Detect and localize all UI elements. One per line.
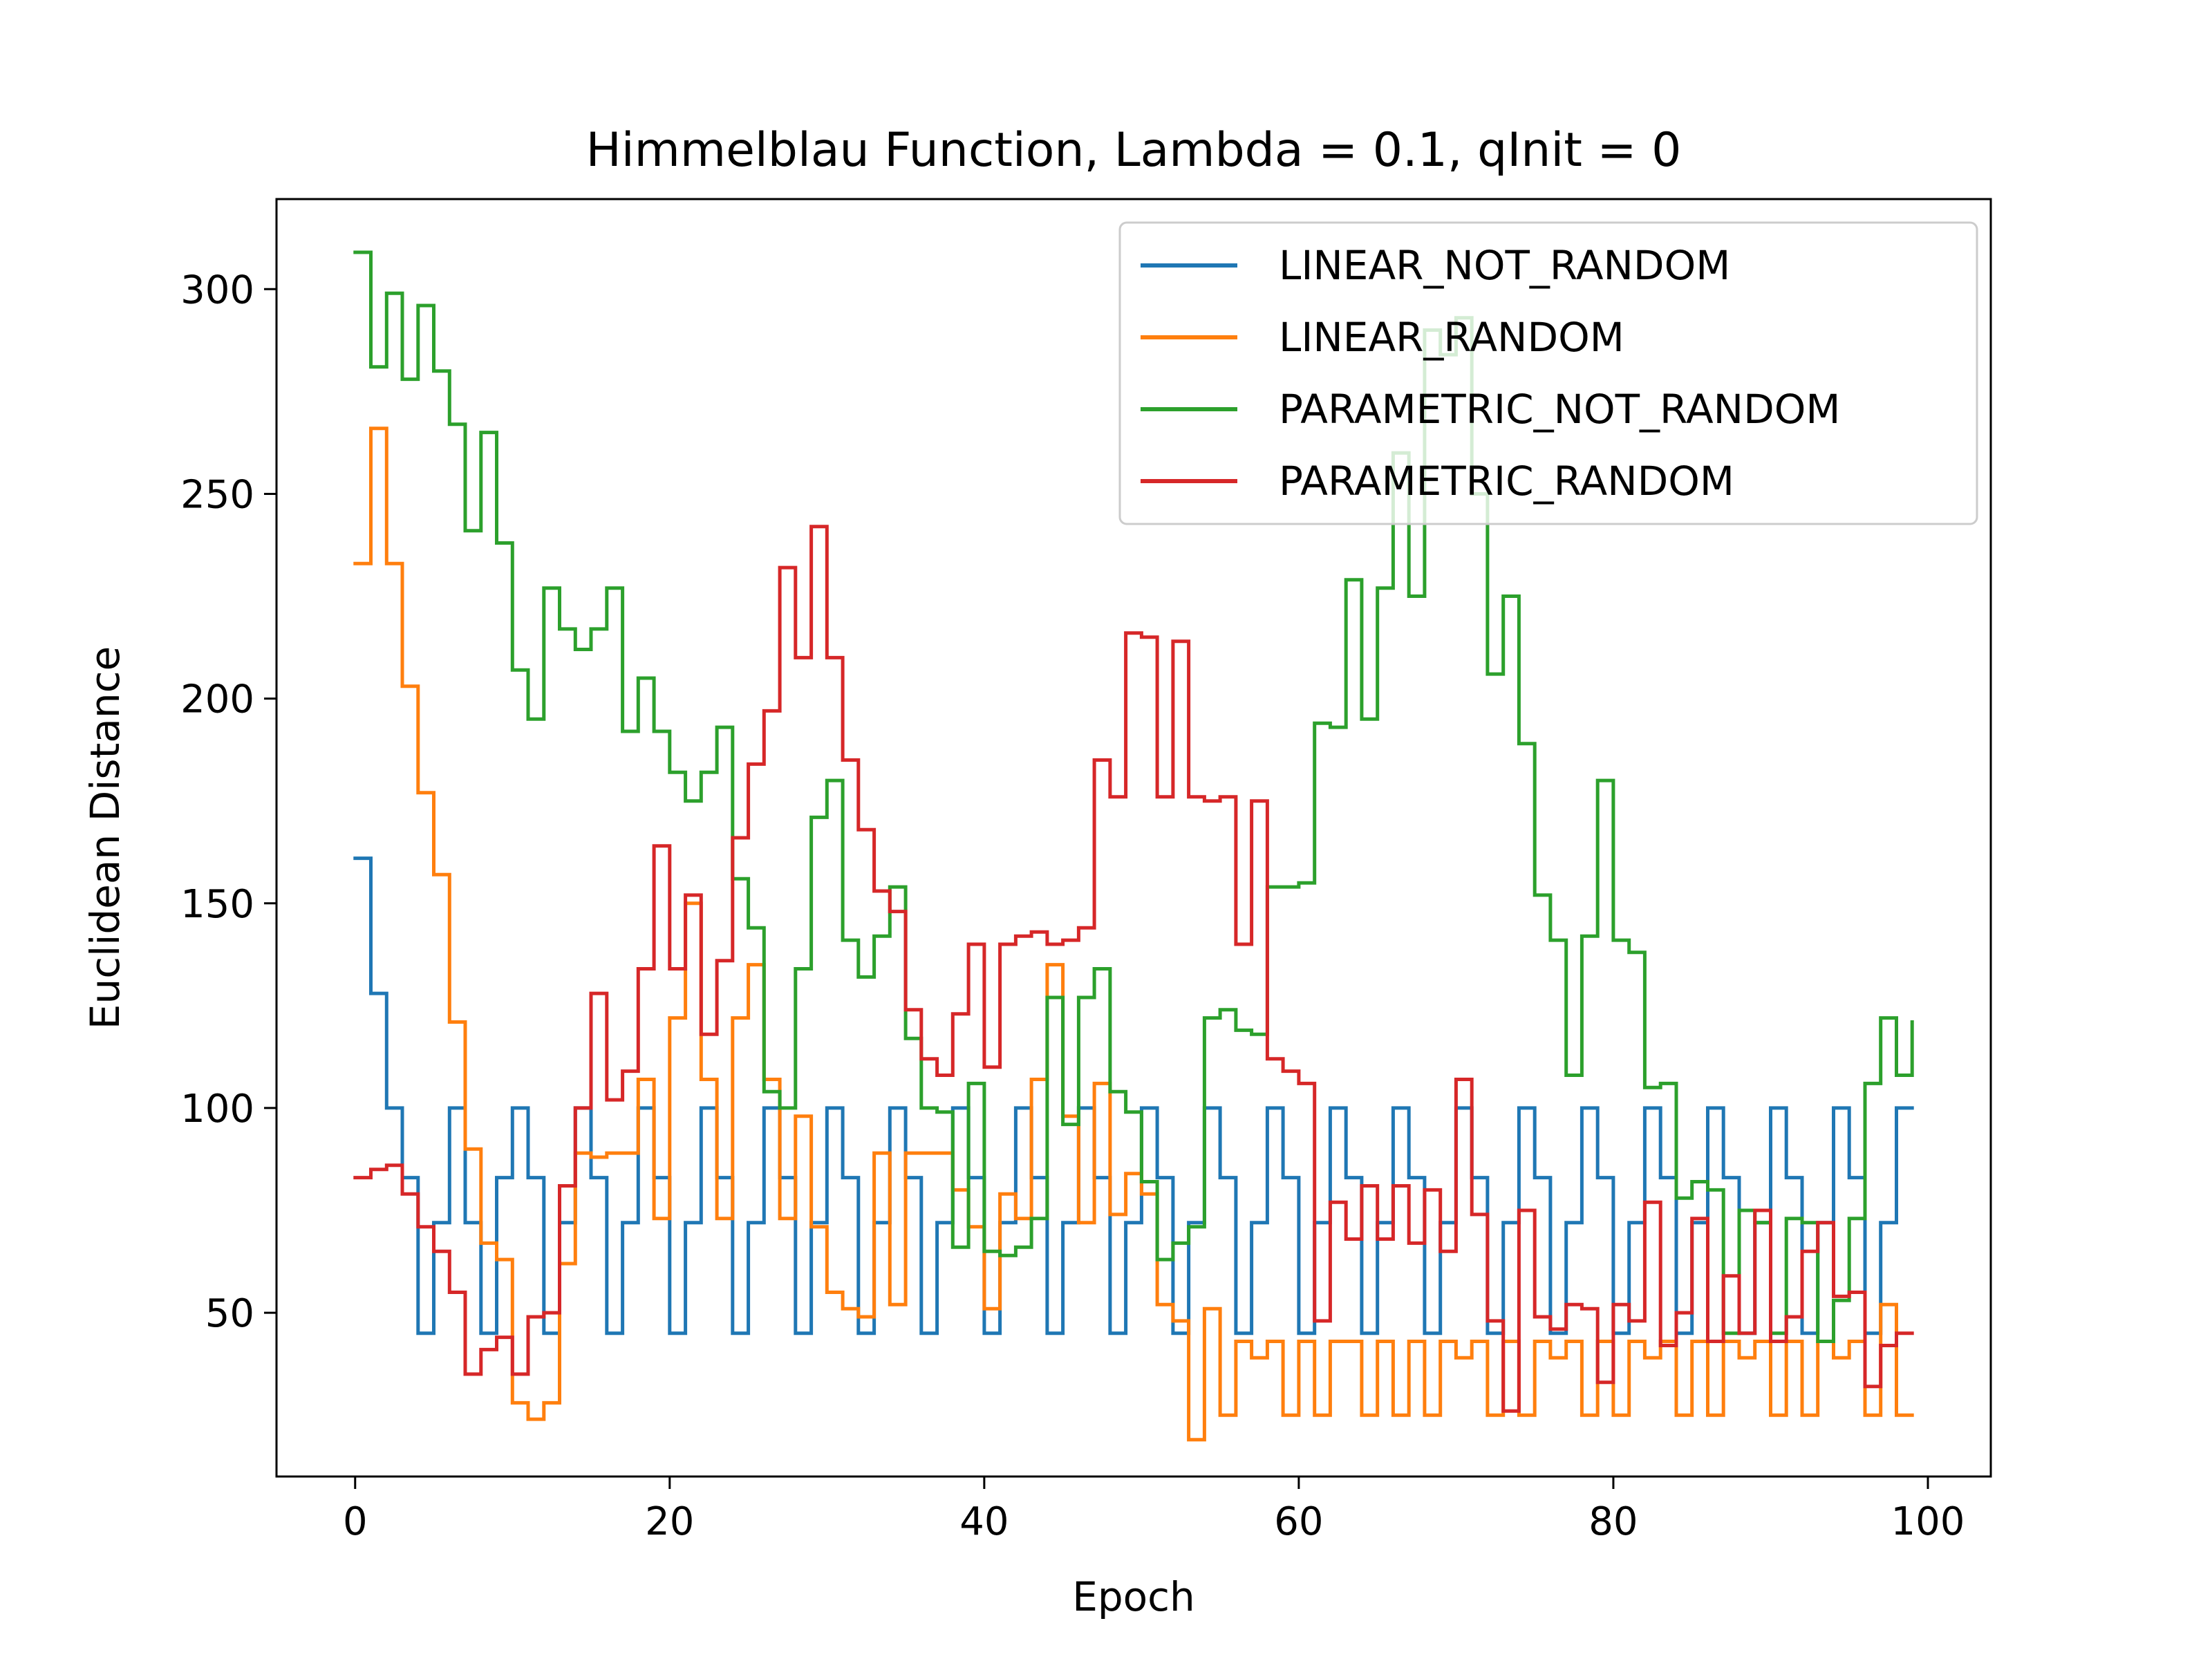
legend: LINEAR_NOT_RANDOM LINEAR_RANDOM PARAMETRIC… xyxy=(1118,221,1978,525)
y-axis: 50 100 150 200 250 300 xyxy=(180,268,276,1336)
axes-frame xyxy=(275,198,1992,1478)
series-line-2 xyxy=(353,250,1914,1343)
legend-label-2: PARAMETRIC_NOT_RANDOM xyxy=(1279,386,1840,433)
x-tick-label: 100 xyxy=(1891,1499,1965,1544)
legend-label-1: LINEAR_RANDOM xyxy=(1279,314,1624,361)
series-layer xyxy=(353,250,1914,1442)
x-tick-label: 0 xyxy=(343,1499,368,1544)
y-tick-label: 300 xyxy=(180,268,254,312)
y-tick-label: 150 xyxy=(180,882,254,927)
series-line-3 xyxy=(353,525,1914,1413)
y-tick-label: 250 xyxy=(180,472,254,517)
y-axis-label: Euclidean Distance xyxy=(82,646,129,1029)
x-tick-label: 20 xyxy=(645,1499,694,1544)
x-axis-label: Epoch xyxy=(1072,1573,1195,1620)
y-tick-label: 100 xyxy=(180,1087,254,1132)
legend-box xyxy=(1118,221,1978,525)
x-axis: 0 20 40 60 80 100 xyxy=(343,1477,1965,1544)
y-tick-label: 50 xyxy=(205,1291,254,1336)
legend-label-3: PARAMETRIC_RANDOM xyxy=(1279,458,1734,505)
chart-title: Himmelblau Function, Lambda = 0.1, qInit… xyxy=(586,123,1682,178)
y-tick-label: 200 xyxy=(180,677,254,722)
x-tick-label: 60 xyxy=(1274,1499,1323,1544)
legend-label-0: LINEAR_NOT_RANDOM xyxy=(1279,242,1730,289)
series-line-1 xyxy=(353,427,1914,1442)
series-line-0 xyxy=(353,856,1914,1335)
x-tick-label: 80 xyxy=(1588,1499,1638,1544)
x-tick-label: 40 xyxy=(959,1499,1009,1544)
